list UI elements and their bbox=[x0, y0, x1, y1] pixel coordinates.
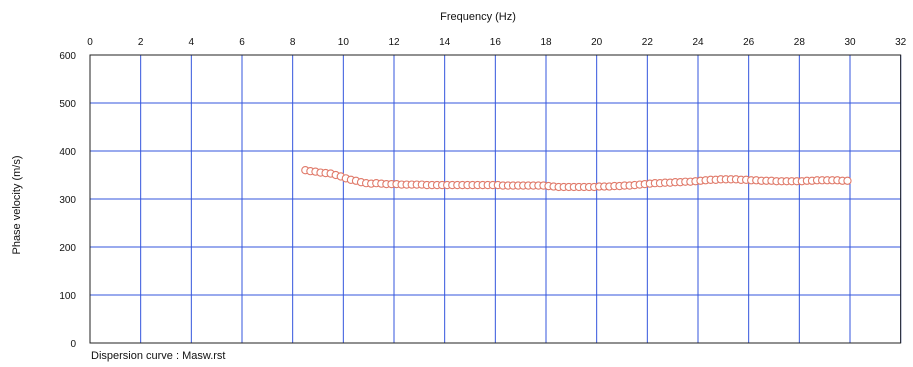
y-tick-labels: 0 100 200 300 400 500 600 bbox=[59, 51, 76, 350]
y-axis-title: Phase velocity (m/s) bbox=[11, 155, 23, 254]
x-tick-label: 28 bbox=[794, 37, 806, 48]
x-tick-label: 26 bbox=[743, 37, 755, 48]
x-tick-label: 14 bbox=[439, 37, 451, 48]
x-tick-label: 32 bbox=[895, 37, 907, 48]
y-tick-label: 400 bbox=[59, 147, 76, 158]
chart-caption: Dispersion curve : Masw.rst bbox=[91, 350, 225, 362]
x-tick-label: 2 bbox=[138, 37, 144, 48]
x-tick-label: 10 bbox=[338, 37, 350, 48]
x-tick-label: 22 bbox=[642, 37, 654, 48]
x-tick-label: 16 bbox=[490, 37, 502, 48]
x-tick-label: 24 bbox=[692, 37, 704, 48]
x-tick-label: 8 bbox=[290, 37, 296, 48]
x-tick-label: 6 bbox=[239, 37, 245, 48]
x-tick-label: 20 bbox=[591, 37, 603, 48]
x-tick-label: 12 bbox=[388, 37, 400, 48]
y-tick-label: 600 bbox=[59, 51, 76, 62]
x-tick-label: 0 bbox=[87, 37, 93, 48]
x-tick-label: 18 bbox=[540, 37, 552, 48]
y-tick-label: 0 bbox=[70, 339, 76, 350]
x-tick-labels: 0 2 4 6 8 10 12 14 16 18 20 22 24 26 28 30 32 bbox=[87, 37, 906, 48]
data-points bbox=[301, 166, 852, 192]
y-tick-label: 200 bbox=[59, 243, 76, 254]
plot-frame bbox=[89, 54, 902, 344]
y-tick-label: 500 bbox=[59, 99, 76, 110]
y-tick-label: 300 bbox=[59, 195, 76, 206]
data-point bbox=[843, 176, 852, 185]
x-tick-label: 4 bbox=[189, 37, 195, 48]
x-axis-title: Frequency (Hz) bbox=[440, 11, 516, 23]
y-tick-label: 100 bbox=[59, 291, 76, 302]
x-tick-label: 30 bbox=[844, 37, 856, 48]
